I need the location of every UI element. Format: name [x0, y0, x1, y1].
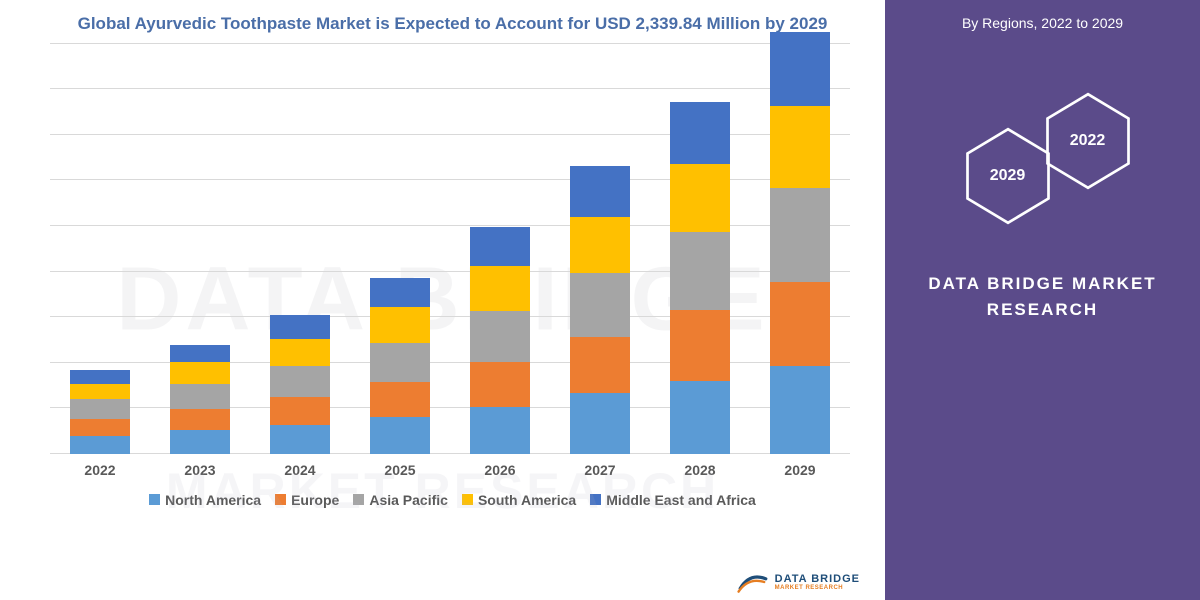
bar-segment: [270, 425, 330, 454]
bar-segment: [670, 310, 730, 380]
bar-segment: [770, 106, 830, 188]
bar-segment: [470, 362, 530, 407]
bar-segment: [270, 366, 330, 397]
bar-segment: [570, 393, 630, 454]
bar-segment: [370, 278, 430, 307]
bar-group: [270, 315, 330, 454]
bar-segment: [170, 362, 230, 383]
hex-container: 2029 2022: [943, 91, 1143, 231]
bar-segment: [70, 419, 130, 437]
bar-segment: [70, 399, 130, 419]
bar-segment: [570, 273, 630, 336]
bar-group: [370, 278, 430, 454]
bar-segment: [270, 397, 330, 424]
main-container: Global Ayurvedic Toothpaste Market is Ex…: [0, 0, 1200, 600]
bar-segment: [70, 370, 130, 384]
chart-panel: Global Ayurvedic Toothpaste Market is Ex…: [0, 0, 885, 600]
company-name: DATA BRIDGE MARKET RESEARCH: [928, 271, 1156, 322]
bar-segment: [70, 436, 130, 454]
x-axis-label: 2022: [70, 462, 130, 478]
chart-title: Global Ayurvedic Toothpaste Market is Ex…: [50, 12, 855, 36]
bar-segment: [470, 311, 530, 362]
bar-segment: [370, 343, 430, 382]
bar-group: [170, 345, 230, 454]
bar-segment: [670, 102, 730, 164]
bar-group: [70, 370, 130, 454]
bar-group: [470, 227, 530, 453]
bar-segment: [170, 409, 230, 430]
bar-segment: [70, 384, 130, 400]
logo-text-block: DATA BRIDGE MARKET RESEARCH: [775, 573, 860, 591]
bar-segment: [570, 217, 630, 274]
bar-group: [670, 102, 730, 453]
bar-group: [570, 166, 630, 454]
bar-group: [770, 32, 830, 454]
hex2-label: 2022: [1070, 132, 1106, 150]
bottom-logo: DATA BRIDGE MARKET RESEARCH: [737, 568, 860, 596]
bar-segment: [370, 382, 430, 417]
logo-icon: [737, 568, 769, 596]
bar-segment: [470, 227, 530, 266]
bars-container: [50, 44, 850, 454]
bar-segment: [270, 315, 330, 338]
bar-segment: [670, 381, 730, 454]
bar-segment: [770, 282, 830, 366]
logo-text-bottom: MARKET RESEARCH: [775, 585, 860, 591]
plot-area: [50, 44, 850, 454]
right-panel: By Regions, 2022 to 2029 2029 2022 DATA …: [885, 0, 1200, 600]
right-panel-title: By Regions, 2022 to 2029: [942, 15, 1143, 31]
bar-segment: [370, 417, 430, 454]
bar-segment: [170, 430, 230, 453]
x-axis-label: 2029: [770, 462, 830, 478]
hexagon-2029: 2029: [963, 126, 1053, 226]
bar-segment: [170, 384, 230, 409]
bar-segment: [670, 232, 730, 310]
bar-segment: [170, 345, 230, 363]
bar-segment: [570, 337, 630, 394]
bar-segment: [670, 164, 730, 232]
bar-segment: [770, 188, 830, 282]
hex1-label: 2029: [990, 167, 1026, 185]
company-line-1: DATA BRIDGE MARKET: [928, 274, 1156, 293]
bar-segment: [470, 407, 530, 454]
bar-segment: [570, 166, 630, 217]
legend-swatch: [149, 494, 160, 505]
watermark-text-2: MARKET RESEARCH: [166, 462, 719, 520]
logo-text-top: DATA BRIDGE: [775, 573, 860, 585]
hexagon-2022: 2022: [1043, 91, 1133, 191]
bar-segment: [470, 266, 530, 311]
bar-segment: [270, 339, 330, 366]
bar-segment: [370, 307, 430, 342]
bar-segment: [770, 366, 830, 454]
company-line-2: RESEARCH: [987, 300, 1098, 319]
bar-segment: [770, 32, 830, 106]
